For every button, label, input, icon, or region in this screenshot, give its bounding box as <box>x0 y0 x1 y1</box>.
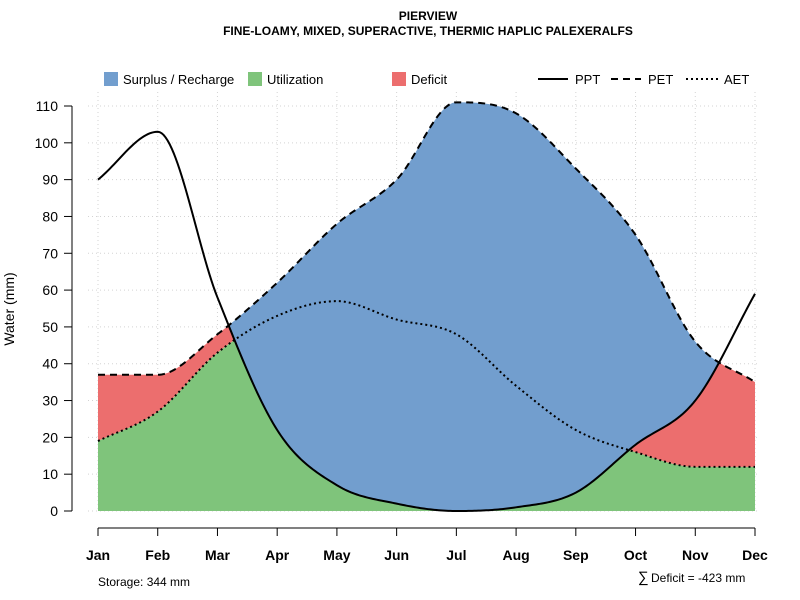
y-axis-title: Water (mm) <box>1 272 17 345</box>
legend-swatch-surplus <box>104 72 118 86</box>
legend-swatch-deficit <box>392 72 406 86</box>
y-tick-label: 10 <box>42 466 58 482</box>
legend-label-surplus: Surplus / Recharge <box>123 72 234 87</box>
legend-label-utilization: Utilization <box>267 72 323 87</box>
legend-swatch-utilization <box>248 72 262 86</box>
y-tick-label: 50 <box>42 319 58 335</box>
x-tick-label: Sep <box>563 547 589 563</box>
chart-title: PIERVIEW <box>399 9 458 23</box>
x-tick-label: Jul <box>446 547 466 563</box>
x-tick-label: May <box>323 547 350 563</box>
y-tick-label: 30 <box>42 393 58 409</box>
y-tick-label: 100 <box>35 135 59 151</box>
aet-line <box>97 300 755 468</box>
y-tick-label: 70 <box>42 245 58 261</box>
y-tick-label: 40 <box>42 356 58 372</box>
x-tick-label: Dec <box>742 547 768 563</box>
y-tick-label: 0 <box>50 503 58 519</box>
storage-annotation: Storage: 344 mm <box>98 575 190 589</box>
pet-line <box>98 101 756 383</box>
legend-label-aet: AET <box>724 72 749 87</box>
x-tick-label: Jun <box>384 547 409 563</box>
y-tick-label: 90 <box>42 172 58 188</box>
series-lines <box>97 101 756 512</box>
x-tick-label: Aug <box>502 547 529 563</box>
surplus-area <box>98 102 755 511</box>
legend-label-deficit: Deficit <box>411 72 448 87</box>
x-tick-label: Feb <box>145 547 170 563</box>
legend: Surplus / Recharge Utilization Deficit P… <box>104 72 749 87</box>
axes: 0 10 20 30 40 50 60 70 80 90 100 110 Jan Feb Mar Apr May… <box>35 98 768 563</box>
y-tick-label: 60 <box>42 282 58 298</box>
areas <box>98 102 755 511</box>
x-tick-label: Mar <box>205 547 230 563</box>
y-tick-label: 80 <box>42 208 58 224</box>
x-tick-label: Apr <box>265 547 290 563</box>
y-tick-label: 110 <box>36 98 59 114</box>
x-tick-label: Oct <box>624 547 648 563</box>
legend-label-pet: PET <box>648 72 673 87</box>
x-tick-label: Nov <box>682 547 709 563</box>
legend-label-ppt: PPT <box>575 72 600 87</box>
deficit-annotation: Deficit = -423 mm <box>651 571 745 585</box>
y-tick-label: 20 <box>42 429 58 445</box>
x-tick-label: Jan <box>86 547 110 563</box>
ppt-line <box>97 130 756 512</box>
chart-subtitle: FINE-LOAMY, MIXED, SUPERACTIVE, THERMIC … <box>223 24 633 38</box>
deficit-sum-symbol: ∑ <box>638 569 649 586</box>
